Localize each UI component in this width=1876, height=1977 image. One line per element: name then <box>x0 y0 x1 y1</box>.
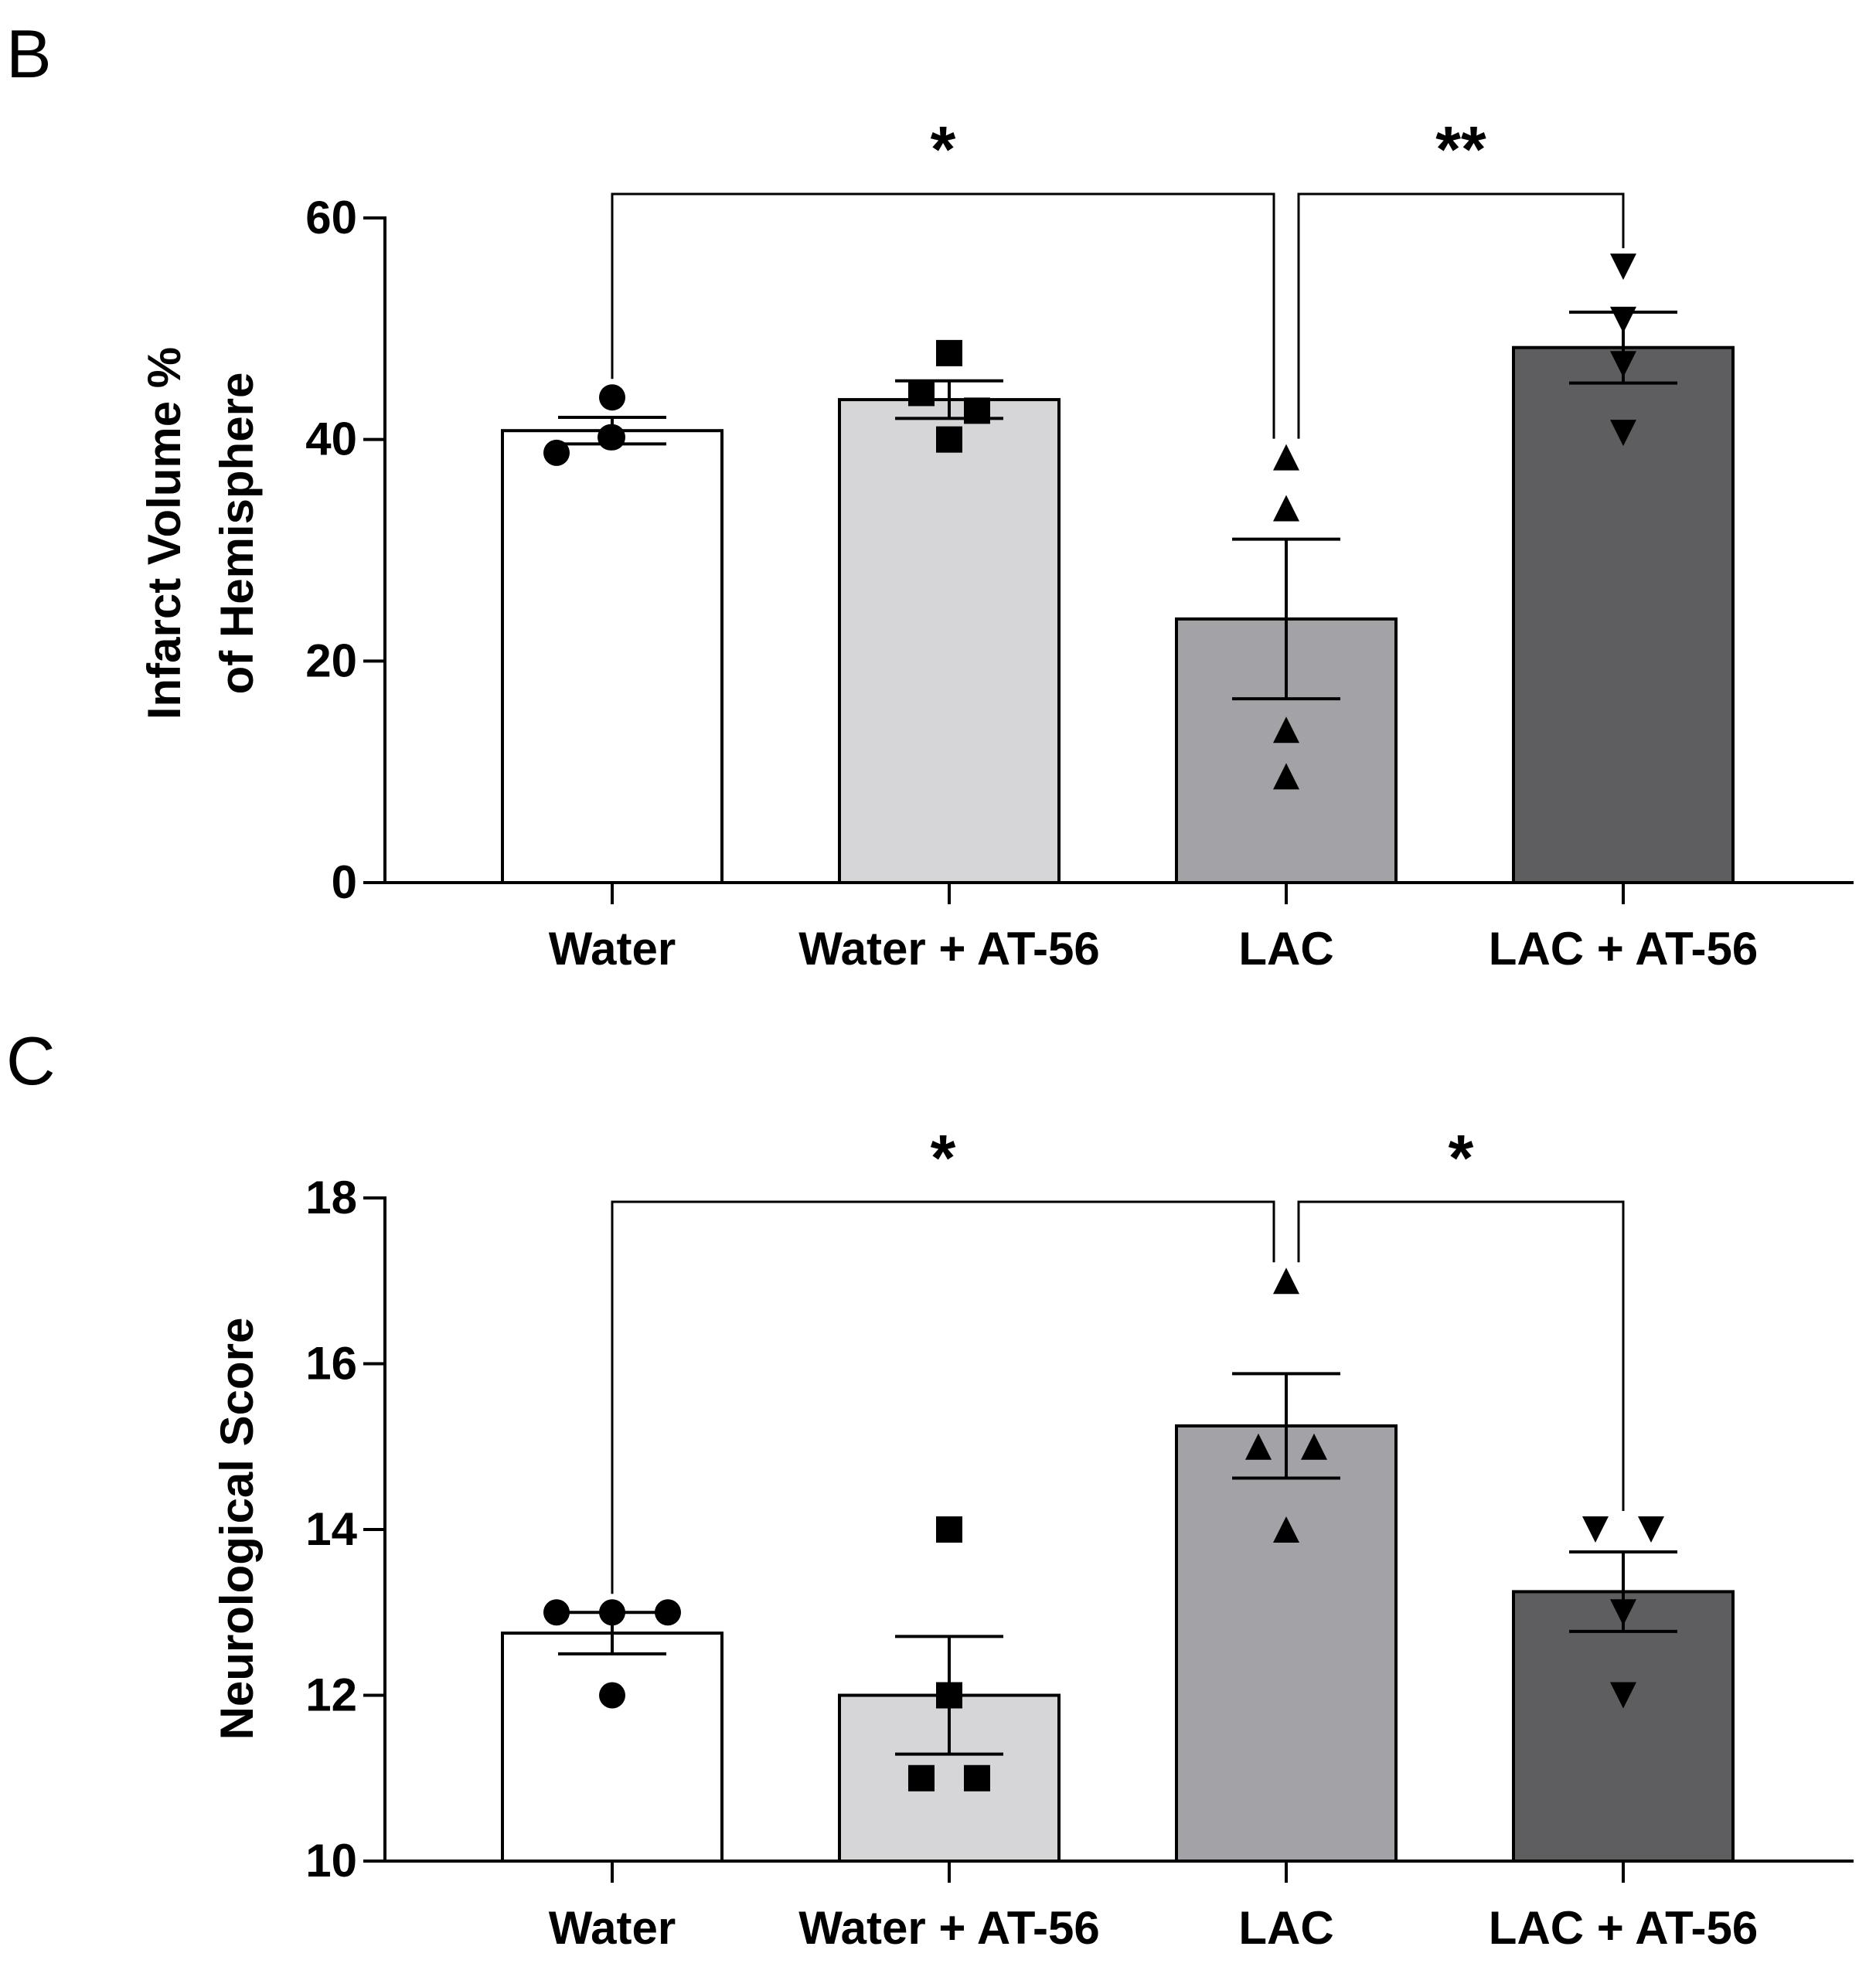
y-tick-label-b-2: 20 <box>305 635 357 686</box>
y-axis-label-b-1: Infarct Volume % <box>138 347 190 720</box>
point-c-1-3 <box>655 1599 681 1626</box>
bar-c-3 <box>1175 1424 1398 1863</box>
y-tick-label-b-1: 0 <box>332 856 357 908</box>
chart-neurological-score: 10 12 14 16 18 Water Water + AT-56 LAC LAC + AT-… <box>211 1121 1854 1954</box>
point-c-4-4 <box>1610 1682 1636 1709</box>
panel-letter-c: C <box>6 1023 56 1099</box>
point-b-4-2 <box>1610 306 1636 333</box>
significance-label-b-2: ** <box>1435 113 1486 185</box>
y-axis-label-c-1: Neurological Score <box>211 1318 263 1741</box>
chart-infarct-volume: 0 20 40 60 Water Water + AT-56 LAC LAC + AT-56 I… <box>138 113 1854 975</box>
y-tick-label-c-1: 10 <box>305 1835 357 1887</box>
y-tick-label-c-2: 12 <box>305 1669 357 1721</box>
category-label-b-1: Water <box>549 923 676 975</box>
category-label-b-2: Water + AT-56 <box>798 923 1100 975</box>
point-b-2-1 <box>936 339 962 366</box>
point-b-2-4 <box>936 426 962 453</box>
y-tick-label-c-4: 16 <box>305 1338 357 1390</box>
significance-bracket-b-1 <box>611 192 1275 439</box>
point-c-3-3 <box>1301 1433 1327 1460</box>
point-b-3-4 <box>1273 763 1299 790</box>
category-label-c-3: LAC <box>1238 1902 1333 1954</box>
y-tick-label-c-5: 18 <box>305 1172 357 1223</box>
significance-bracket-b-2 <box>1297 192 1625 439</box>
point-b-1-4 <box>599 424 625 451</box>
point-b-1-3 <box>599 384 625 411</box>
point-b-3-1 <box>1273 444 1299 471</box>
category-label-c-4: LAC + AT-56 <box>1489 1902 1758 1954</box>
point-b-4-3 <box>1610 351 1636 378</box>
category-label-c-1: Water <box>549 1902 676 1954</box>
category-label-b-3: LAC <box>1238 923 1333 975</box>
point-c-1-1 <box>543 1599 570 1626</box>
point-b-3-2 <box>1273 495 1299 522</box>
point-c-4-1 <box>1582 1516 1609 1543</box>
point-c-2-3 <box>908 1764 935 1792</box>
point-b-2-2 <box>908 379 935 407</box>
point-b-1-1 <box>543 439 570 466</box>
significance-label-c-2: * <box>1449 1121 1474 1194</box>
point-c-3-4 <box>1273 1516 1299 1543</box>
category-label-b-4: LAC + AT-56 <box>1489 923 1758 975</box>
bar-c-1 <box>501 1632 724 1863</box>
y-axis-label-b-2: of Hemisphere <box>211 373 263 695</box>
point-c-2-1 <box>936 1516 962 1543</box>
point-c-1-4 <box>599 1682 625 1709</box>
significance-label-b-1: * <box>931 113 956 185</box>
point-c-2-2 <box>936 1682 962 1709</box>
point-c-4-3 <box>1610 1599 1636 1626</box>
point-c-3-1 <box>1273 1268 1299 1295</box>
point-b-2-3 <box>964 397 990 424</box>
bar-b-2 <box>838 398 1061 884</box>
panel-letter-b: B <box>6 15 52 92</box>
point-b-4-1 <box>1610 254 1636 281</box>
point-c-1-2 <box>599 1599 625 1626</box>
y-tick-label-b-4: 60 <box>305 192 357 243</box>
point-b-4-4 <box>1610 420 1636 447</box>
point-c-2-4 <box>964 1764 990 1792</box>
point-c-4-2 <box>1638 1516 1664 1543</box>
bar-b-1 <box>501 429 724 884</box>
bar-c-4 <box>1512 1590 1735 1863</box>
y-tick-label-c-3: 14 <box>305 1503 357 1555</box>
category-label-c-2: Water + AT-56 <box>798 1902 1100 1954</box>
point-b-3-3 <box>1273 716 1299 744</box>
y-tick-label-b-3: 40 <box>305 413 357 465</box>
significance-bracket-c-2 <box>1297 1200 1625 1511</box>
significance-bracket-c-1 <box>611 1200 1275 1594</box>
significance-label-c-1: * <box>931 1121 956 1194</box>
point-c-3-2 <box>1245 1433 1272 1460</box>
